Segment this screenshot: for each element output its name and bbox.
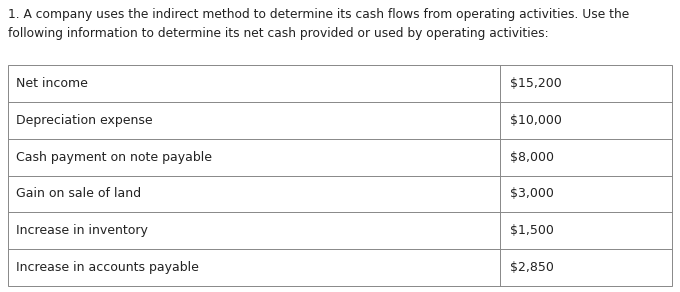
Text: Depreciation expense: Depreciation expense [16, 114, 152, 127]
Bar [8, 65, 672, 286]
Text: Gain on sale of land: Gain on sale of land [16, 187, 141, 200]
Text: Increase in accounts payable: Increase in accounts payable [16, 261, 199, 274]
Text: 1. A company uses the indirect method to determine its cash flows from operating: 1. A company uses the indirect method to… [8, 8, 629, 39]
Text: $10,000: $10,000 [510, 114, 562, 127]
Text: $1,500: $1,500 [510, 224, 554, 237]
Text: $15,200: $15,200 [510, 77, 562, 90]
Text: Net income: Net income [16, 77, 88, 90]
Text: $8,000: $8,000 [510, 151, 554, 164]
Text: $2,850: $2,850 [510, 261, 554, 274]
Text: Increase in inventory: Increase in inventory [16, 224, 148, 237]
Text: $3,000: $3,000 [510, 187, 554, 200]
Text: Cash payment on note payable: Cash payment on note payable [16, 151, 212, 164]
